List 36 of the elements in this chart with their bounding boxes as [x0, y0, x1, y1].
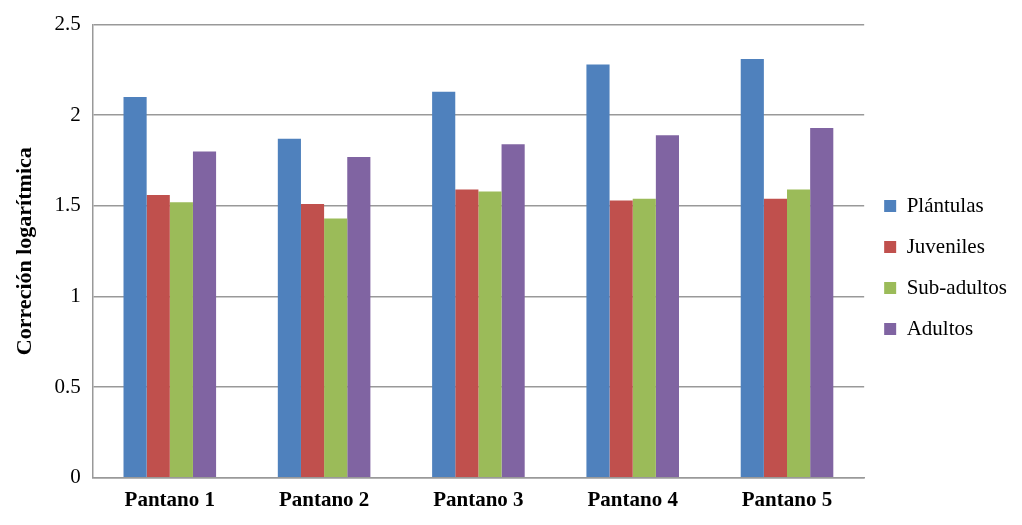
- bar: [787, 189, 811, 478]
- bar: [192, 151, 217, 478]
- bar: [169, 202, 193, 478]
- legend-label: Sub-adultos: [906, 274, 1008, 299]
- x-tick-label: Pantano 2: [278, 486, 370, 511]
- bar: [740, 59, 764, 478]
- bar: [763, 198, 788, 478]
- bar: [455, 189, 479, 478]
- bar: [300, 204, 325, 478]
- bar: [810, 127, 834, 478]
- y-axis-title: Correción logarítmica: [10, 147, 36, 356]
- x-tick-label: Pantano 5: [741, 486, 833, 511]
- y-tick-label: 1.5: [54, 192, 81, 217]
- bar: [478, 191, 502, 478]
- y-tick-label: 0: [70, 464, 81, 489]
- bar: [655, 135, 679, 478]
- x-tick-label: Pantano 3: [433, 486, 524, 511]
- bar: [324, 218, 348, 478]
- y-tick-label: 0.5: [54, 373, 81, 398]
- bar: [432, 91, 456, 478]
- bar: [347, 156, 371, 478]
- legend-label: Adultos: [906, 315, 974, 340]
- x-tick-label: Pantano 4: [587, 486, 679, 511]
- bar: [501, 144, 525, 478]
- bar: [277, 138, 301, 478]
- x-tick-label: Pantano 1: [124, 486, 216, 511]
- y-tick-label: 2: [70, 101, 81, 126]
- bar: [123, 97, 147, 478]
- bar: [586, 64, 610, 478]
- legend-label: Juveniles: [906, 233, 985, 258]
- bar: [146, 195, 170, 478]
- bar: [609, 200, 633, 478]
- y-tick-label: 2.5: [54, 11, 81, 36]
- bar: [632, 198, 656, 478]
- legend-label: Plántulas: [906, 192, 984, 217]
- y-tick-label: 1: [70, 283, 81, 308]
